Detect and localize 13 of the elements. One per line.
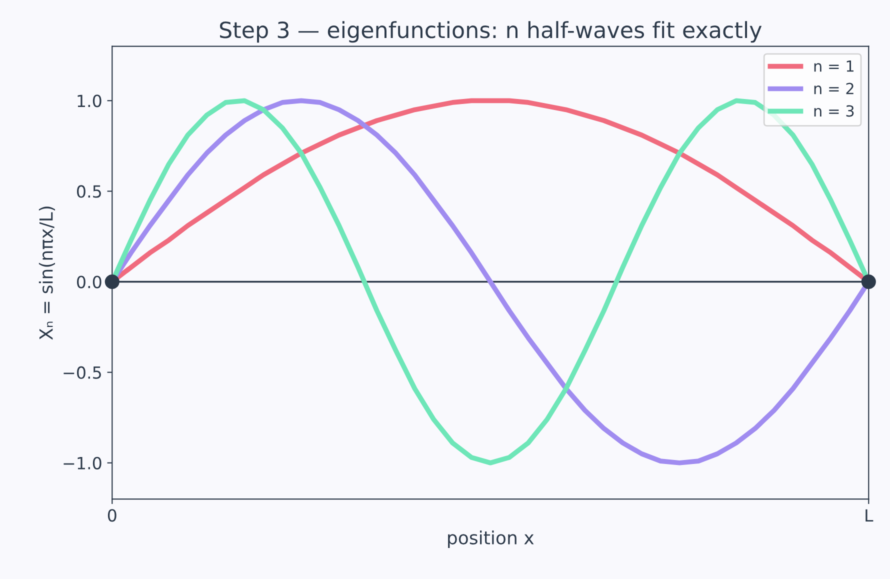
- x-tick-label: 0: [108, 509, 116, 522]
- y-tick-label: 1.0: [78, 94, 102, 108]
- legend-label: n = 3: [814, 105, 854, 117]
- y-tick-label: −0.5: [64, 366, 101, 379]
- y-tick-label: 0.5: [77, 185, 101, 198]
- chart-title: Step 3 — eigenfunctions: n half-waves fit exactly: [220, 21, 762, 43]
- x-axis-title: position x: [448, 530, 534, 548]
- legend-label: n = 1: [814, 60, 854, 72]
- y-tick-label: 0.0: [77, 276, 102, 288]
- x-tick-label: L: [866, 509, 874, 522]
- legend-label: n = 2: [814, 82, 854, 94]
- y-axis-title: Xₙ = sin(nπx/L): [38, 206, 56, 340]
- y-tick-label: −1.0: [64, 456, 102, 470]
